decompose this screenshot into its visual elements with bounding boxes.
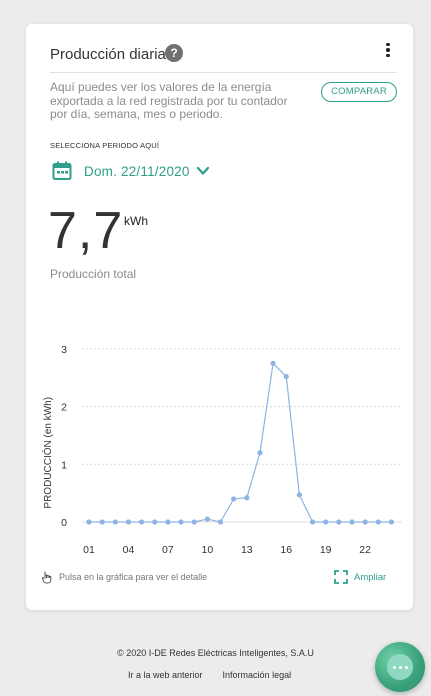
x-tick-label: 22 [359, 544, 371, 556]
data-point [375, 519, 381, 525]
data-point [270, 360, 276, 366]
chevron-down-icon [196, 166, 209, 175]
period-label: SELECCIONA PERIODO AQUÍ [50, 141, 160, 150]
data-point [323, 519, 329, 525]
footer-copyright: © 2020 I-DE Redes Eléctricas Inteligente… [117, 648, 314, 658]
data-point [283, 373, 289, 380]
data-point [139, 519, 145, 525]
data-point [388, 519, 395, 525]
data-point [191, 519, 197, 525]
data-point [231, 496, 237, 502]
data-point [86, 519, 92, 525]
help-icon[interactable]: ? [165, 44, 183, 62]
data-point [217, 519, 224, 525]
y-tick-label: 1 [61, 459, 67, 471]
data-point [165, 519, 171, 525]
data-point [349, 519, 355, 525]
x-tick-label: 01 [83, 544, 95, 556]
y-axis-label: PRODUCCIÓN (en kWh) [41, 397, 54, 509]
legal-info-link[interactable]: Información legal [222, 670, 292, 680]
data-point [309, 519, 316, 525]
y-tick-label: 2 [61, 402, 67, 414]
card-title: Producción diaria [50, 46, 166, 63]
expand-label: Ampliar [354, 571, 387, 583]
card-description: Aquí puedes ver los valores de la energí… [50, 80, 288, 121]
data-point [204, 516, 210, 522]
expand-button[interactable]: Ampliar [334, 570, 386, 584]
x-tick-label: 16 [280, 544, 292, 556]
footer-links: Ir a la web anterior Información legal [128, 670, 291, 680]
x-tick-label: 04 [123, 544, 135, 556]
fullscreen-icon [334, 570, 348, 584]
x-tick-label: 10 [202, 544, 214, 556]
chat-icon [387, 654, 413, 680]
touch-hand-icon [41, 571, 52, 584]
date-selector[interactable]: Dom. 22/11/2020 [52, 160, 210, 182]
selected-date: Dom. 22/11/2020 [84, 163, 190, 179]
calendar-icon [52, 161, 72, 180]
data-point [178, 519, 184, 525]
y-tick-label: 0 [61, 517, 67, 529]
previous-site-link[interactable]: Ir a la web anterior [128, 670, 203, 680]
chart-hint: Pulsa en la gráfica para ver el detalle [59, 572, 208, 582]
data-point [152, 519, 158, 525]
data-point [244, 495, 250, 501]
data-point [362, 519, 368, 525]
divider [50, 72, 397, 73]
chat-fab-button[interactable] [375, 642, 425, 692]
data-point [125, 519, 132, 525]
production-unit: kWh [124, 214, 148, 228]
x-tick-label: 13 [241, 544, 253, 556]
data-point [112, 519, 118, 525]
y-tick-label: 3 [61, 344, 67, 356]
x-tick-label: 19 [320, 544, 332, 556]
production-value: 7,7 [48, 202, 124, 260]
data-point [336, 519, 342, 525]
data-point [296, 492, 302, 498]
series-line [89, 362, 392, 523]
x-tick-label: 07 [162, 544, 174, 556]
data-point [257, 450, 263, 456]
total-production-label: Producción total [50, 267, 137, 281]
compare-button[interactable]: COMPARAR [321, 82, 397, 102]
data-point [99, 519, 105, 525]
daily-production-card: Producción diaria ? Aquí puedes ver los … [26, 24, 413, 610]
more-options-icon[interactable] [378, 40, 398, 60]
